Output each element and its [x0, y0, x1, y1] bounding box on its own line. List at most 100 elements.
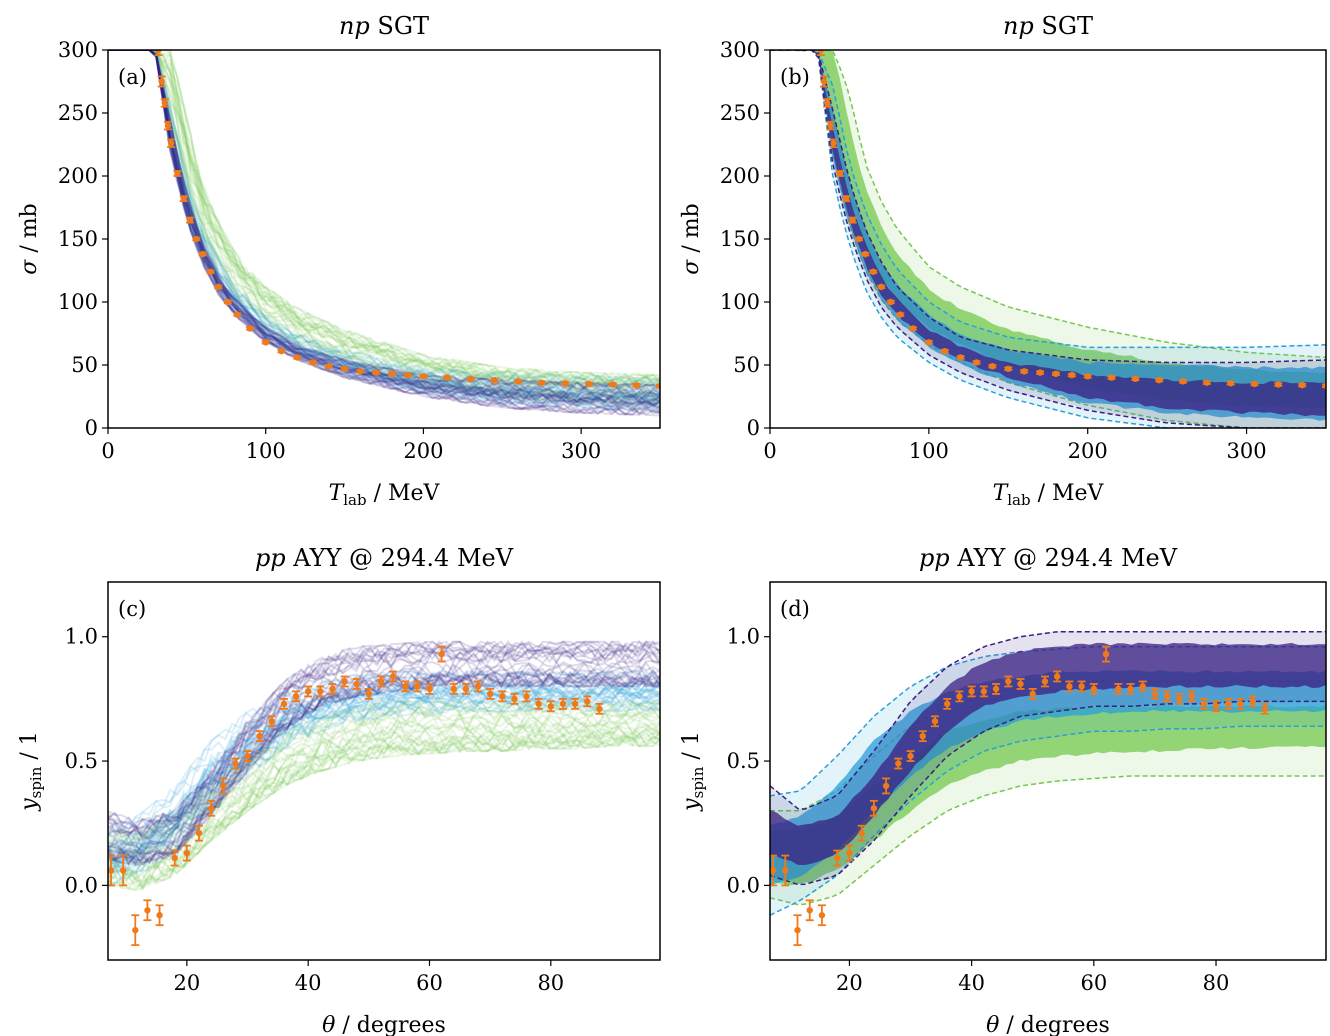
y-axis-label: σ / mb: [679, 203, 704, 274]
data-point: [404, 371, 411, 379]
sample-line-purple: [108, 668, 660, 856]
x-tick-label: 20: [173, 971, 200, 995]
x-tick-label: 40: [295, 971, 322, 995]
data-point: [931, 718, 939, 725]
sample-line-purple: [108, 659, 660, 855]
data-point: [246, 325, 254, 332]
data-point: [830, 140, 837, 147]
data-point: [389, 673, 397, 680]
sample-line-purple: [108, 639, 660, 834]
x-axis-label: Tlab / MeV: [329, 481, 441, 509]
data-point: [1188, 693, 1195, 700]
data-point: [180, 195, 187, 202]
x-axis-label: Tlab / MeV: [993, 481, 1105, 509]
sample-line-green: [108, 710, 660, 859]
plot-area: [770, 50, 1326, 428]
x-tick-label: 100: [246, 439, 286, 463]
data-point: [232, 760, 239, 767]
data-point: [325, 363, 332, 370]
x-tick-label: 300: [561, 439, 601, 463]
data-point: [943, 700, 951, 708]
data-point: [511, 695, 518, 703]
y-tick-label: 200: [720, 164, 760, 188]
data-point: [834, 854, 841, 862]
data-point: [1020, 368, 1028, 375]
panel-2: 20 40 60 80 0.0 0.5 1.0 pp AYY @ 294.4 MeV (c) θ …: [17, 544, 661, 1036]
data-point: [329, 685, 336, 693]
data-point: [1156, 376, 1163, 384]
sample-line-blue: [108, 686, 660, 865]
sample-line-purple: [108, 640, 660, 831]
data-point: [1203, 379, 1211, 386]
data-point: [499, 693, 506, 700]
sample-line-green: [108, 50, 660, 405]
data-point: [462, 685, 470, 693]
data-point: [450, 685, 457, 693]
sample-line-green: [108, 730, 660, 888]
sample-line-purple: [108, 50, 660, 410]
sample-line-green: [108, 50, 660, 407]
data-point: [1225, 700, 1232, 708]
sample-line-blue: [108, 50, 660, 403]
data-point: [280, 700, 288, 708]
data-point: [268, 718, 275, 725]
y-axis-label: σ / mb: [17, 203, 42, 274]
data-point: [195, 829, 203, 837]
data-point: [144, 907, 151, 914]
data-point: [794, 926, 801, 934]
sample-line-purple: [108, 50, 660, 409]
sample-line-purple: [108, 50, 660, 406]
data-point: [1005, 678, 1012, 685]
data-point: [220, 782, 227, 790]
data-point: [467, 375, 474, 383]
sample-line-purple: [108, 640, 660, 833]
data-point: [820, 78, 828, 85]
y-tick-label: 150: [720, 227, 760, 251]
data-point: [1090, 685, 1098, 693]
sample-line-blue: [108, 50, 660, 405]
data-point: [224, 298, 232, 306]
sample-line-purple: [108, 50, 660, 405]
sample-line-green: [108, 699, 660, 849]
sample-line-green: [108, 50, 660, 404]
plot-area: [108, 639, 660, 946]
chart-title: np SGT: [1003, 12, 1093, 40]
y-tick-label: 0: [85, 416, 98, 440]
data-point: [1261, 705, 1269, 713]
sample-line-green: [108, 50, 660, 400]
data-point: [443, 374, 451, 381]
sample-line-green: [108, 700, 660, 839]
x-tick-label: 100: [909, 439, 949, 463]
data-point: [414, 683, 421, 690]
sample-line-purple: [108, 50, 660, 410]
sample-line-blue: [108, 50, 660, 411]
sample-line-blue: [108, 50, 660, 387]
sample-line-purple: [108, 646, 660, 835]
data-point: [1068, 371, 1076, 379]
y-axis-label: yspin / 1: [17, 731, 45, 812]
x-tick-label: 80: [537, 971, 564, 995]
sample-line-green: [108, 701, 660, 849]
data-point: [562, 380, 569, 387]
y-tick-label: 300: [720, 38, 760, 62]
sample-line-blue: [108, 687, 660, 870]
sample-line-green: [108, 50, 660, 384]
data-point: [1212, 703, 1220, 710]
y-tick-label: 0.5: [65, 749, 98, 773]
y-tick-label: 200: [58, 164, 98, 188]
data-point: [925, 339, 933, 346]
data-point: [341, 678, 348, 685]
band-bound-green: [770, 775, 1326, 906]
data-point: [119, 867, 127, 874]
data-point: [887, 298, 894, 306]
sample-line-blue: [108, 698, 660, 879]
sample-line-blue: [108, 678, 660, 861]
data-point: [956, 693, 963, 700]
data-point: [870, 805, 878, 812]
data-point: [957, 354, 964, 361]
data-point: [1251, 380, 1258, 388]
y-tick-label: 1.0: [65, 625, 98, 649]
data-point: [1322, 382, 1326, 389]
sample-line-green: [108, 737, 660, 891]
sample-line-blue: [108, 680, 660, 853]
